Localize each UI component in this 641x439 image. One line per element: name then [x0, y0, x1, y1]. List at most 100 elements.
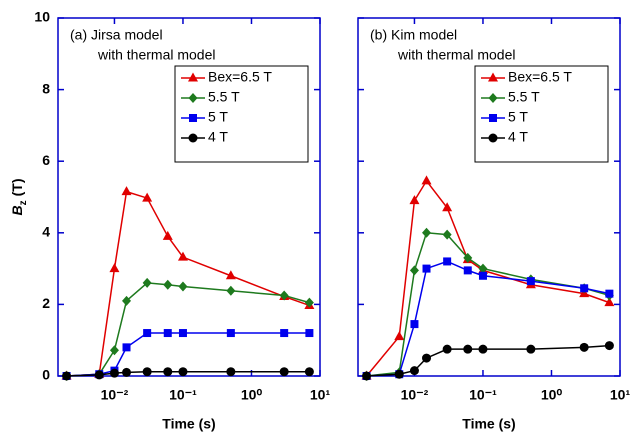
legend-label: 5.5 T: [508, 89, 540, 105]
marker: [279, 290, 289, 301]
marker: [478, 263, 488, 274]
marker: [421, 175, 432, 185]
legend-label: 5 T: [208, 109, 228, 125]
marker: [178, 281, 188, 292]
legend-label: Bex=6.5 T: [208, 69, 272, 85]
legend-box: [174, 65, 309, 163]
marker: [305, 329, 314, 338]
series-line: [66, 282, 310, 377]
marker: [409, 265, 419, 276]
marker: [279, 367, 289, 377]
marker: [189, 114, 197, 122]
marker: [478, 271, 487, 280]
x-tick-label: 10¹: [310, 387, 331, 403]
y-tick-label: 4: [42, 224, 50, 240]
marker: [178, 329, 187, 338]
marker: [122, 295, 132, 306]
legend-label: 4 T: [208, 129, 228, 145]
marker: [188, 93, 198, 103]
marker: [162, 230, 173, 240]
series-line: [66, 370, 310, 377]
y-axis-label: Bz (T): [9, 178, 29, 215]
marker: [604, 341, 614, 351]
marker: [422, 353, 432, 363]
legend-label: 5 T: [508, 109, 528, 125]
x-tick-label: 10⁰: [241, 387, 263, 403]
series-line: [66, 190, 310, 377]
marker: [163, 367, 173, 377]
marker: [109, 345, 119, 356]
annotation: (a) Jirsa model: [70, 27, 163, 43]
marker: [142, 192, 153, 202]
marker: [526, 277, 535, 286]
x-tick-label: 10⁻²: [401, 387, 429, 403]
x-axis-label: Time (s): [462, 416, 515, 432]
y-tick-label: 0: [42, 367, 50, 383]
marker: [422, 264, 431, 273]
marker: [478, 344, 488, 354]
marker: [463, 266, 472, 275]
y-tick-label: 2: [42, 295, 50, 311]
plot-frame: [57, 17, 321, 377]
marker: [280, 329, 289, 338]
marker: [121, 186, 132, 196]
marker: [580, 284, 589, 293]
marker: [225, 270, 236, 280]
marker: [489, 114, 497, 122]
marker: [163, 279, 173, 290]
marker: [122, 343, 131, 352]
x-tick-label: 10⁻²: [101, 387, 129, 403]
marker: [143, 329, 152, 338]
y-label-sub: z: [18, 200, 29, 205]
marker: [604, 297, 615, 307]
x-tick-label: 10⁰: [541, 387, 563, 403]
x-tick-label: 10⁻¹: [169, 387, 197, 403]
marker: [226, 285, 236, 296]
plot-frame: [357, 17, 621, 377]
annotation: with thermal model: [397, 47, 516, 63]
legend-box: [474, 65, 609, 163]
marker: [226, 329, 235, 338]
marker: [605, 289, 614, 298]
marker: [422, 227, 432, 238]
marker: [443, 257, 452, 266]
x-tick-label: 10¹: [610, 387, 631, 403]
legend-label: 5.5 T: [208, 89, 240, 105]
marker: [122, 367, 132, 377]
marker: [488, 72, 498, 82]
series-line: [366, 344, 610, 377]
y-tick-label: 6: [42, 152, 50, 168]
marker: [442, 229, 452, 240]
marker: [488, 93, 498, 103]
marker: [188, 133, 198, 143]
marker: [177, 251, 188, 261]
marker: [178, 367, 188, 377]
y-label-symbol: B: [9, 205, 25, 215]
x-axis-label: Time (s): [162, 416, 215, 432]
marker: [188, 72, 198, 82]
y-tick-label: 8: [42, 80, 50, 96]
marker: [142, 277, 152, 288]
series-line: [365, 179, 610, 377]
legend-label: Bex=6.5 T: [508, 69, 572, 85]
marker: [463, 344, 473, 354]
marker: [109, 263, 120, 273]
y-label-unit: (T): [9, 178, 25, 196]
marker: [488, 133, 498, 143]
marker: [226, 367, 236, 377]
marker: [62, 371, 72, 381]
annotation: with thermal model: [97, 47, 216, 63]
marker: [163, 329, 172, 338]
annotation: (b) Kim model: [370, 27, 457, 43]
marker: [409, 366, 419, 376]
marker: [362, 371, 372, 381]
marker: [442, 202, 453, 212]
marker: [579, 342, 589, 352]
marker: [142, 367, 152, 377]
marker: [109, 368, 119, 378]
series-line: [366, 260, 610, 377]
marker: [442, 344, 452, 354]
legend-label: 4 T: [508, 129, 528, 145]
x-tick-label: 10⁻¹: [469, 387, 497, 403]
marker: [409, 195, 420, 205]
